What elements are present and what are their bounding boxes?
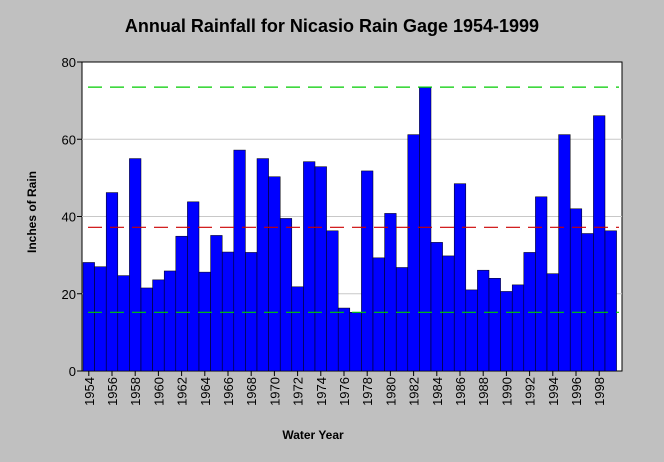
bar [453, 183, 467, 372]
bar [198, 271, 211, 372]
x-tick-label: 1986 [453, 377, 468, 406]
x-tick-label: 1992 [523, 377, 538, 406]
y-tick-label: 0 [69, 364, 76, 379]
bar [569, 208, 583, 372]
bar [163, 270, 177, 372]
x-tick-label: 1968 [244, 377, 259, 406]
bar [500, 291, 513, 372]
bar [430, 242, 443, 372]
bar [303, 161, 316, 372]
x-tick-label: 1958 [128, 377, 143, 406]
bar [82, 262, 95, 372]
bar [407, 134, 420, 372]
bar [477, 269, 490, 372]
x-tick-label: 1984 [430, 377, 445, 406]
x-tick-label: 1970 [267, 377, 282, 406]
x-tick-label: 1974 [314, 377, 329, 406]
bar [384, 213, 397, 372]
x-tick-label: 1998 [592, 377, 607, 406]
x-tick-label: 1966 [221, 377, 236, 406]
bar [488, 278, 501, 372]
bar [581, 233, 594, 372]
x-tick-label: 1972 [291, 377, 306, 406]
bar [337, 307, 351, 372]
x-tick-label: 1996 [569, 377, 584, 406]
bar [210, 235, 223, 372]
bar [175, 235, 188, 372]
x-tick-label: 1980 [383, 377, 398, 406]
bar [604, 230, 617, 372]
bar [256, 158, 269, 372]
bar [535, 196, 548, 372]
x-tick-label: 1954 [82, 377, 97, 406]
y-tick-label: 20 [62, 287, 76, 302]
y-axis-title: Inches of Rain [25, 171, 39, 253]
x-tick-label: 1976 [337, 377, 352, 406]
y-axis: 0 20 40 60 80 [62, 55, 82, 379]
bar [558, 134, 571, 372]
bar [105, 192, 119, 372]
bar [593, 115, 606, 372]
x-tick-label: 1962 [175, 377, 190, 406]
bar [372, 257, 385, 372]
bar [419, 86, 432, 372]
bar [268, 176, 281, 372]
y-tick-label: 60 [62, 132, 76, 147]
x-tick-label: 1978 [360, 377, 375, 406]
bar [442, 255, 455, 372]
y-tick-label: 40 [62, 210, 76, 225]
bar [221, 251, 235, 372]
bar [546, 273, 559, 372]
y-tick-label: 80 [62, 55, 76, 70]
bar [140, 287, 153, 372]
x-tick-label: 1964 [198, 377, 213, 406]
x-tick-label: 1960 [151, 377, 166, 406]
bar [152, 279, 165, 372]
bar [465, 289, 478, 372]
bar [326, 230, 339, 372]
x-tick-label: 1956 [105, 377, 120, 406]
x-axis-title: Water Year [282, 428, 344, 442]
x-tick-label: 1982 [407, 377, 422, 406]
bar [349, 312, 362, 372]
x-tick-label: 1990 [499, 377, 514, 406]
bar [314, 166, 327, 372]
reference-lines [88, 86, 619, 313]
bar [233, 149, 246, 372]
bar [129, 158, 142, 372]
chart-title: Annual Rainfall for Nicasio Rain Gage 19… [125, 16, 539, 36]
bars [82, 86, 617, 372]
bar [511, 284, 525, 372]
x-tick-label: 1994 [546, 377, 561, 406]
bar [395, 267, 409, 372]
bar [94, 266, 107, 372]
bar [291, 286, 304, 372]
x-tick-label: 1988 [476, 377, 491, 406]
x-axis: 1954 1956 1958 1960 1962 1964 1966 1968 1970 1972… [82, 371, 607, 406]
bar [361, 170, 374, 372]
bar [279, 218, 293, 372]
bar [117, 275, 130, 372]
